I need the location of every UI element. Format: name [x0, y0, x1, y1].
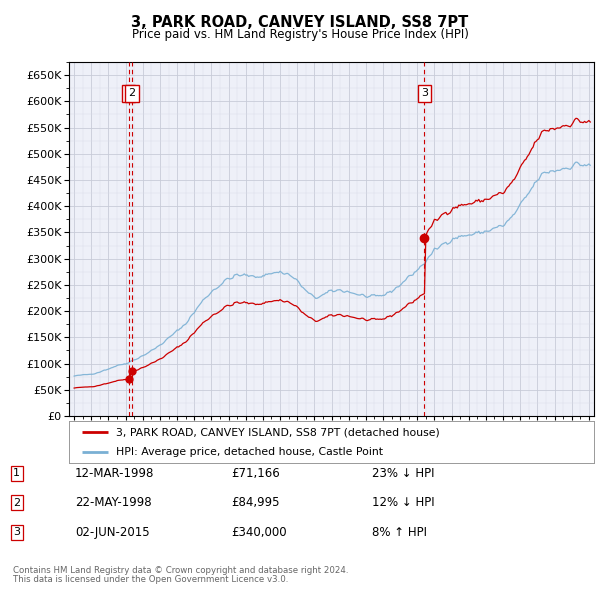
Text: 3: 3	[421, 88, 428, 99]
Text: £71,166: £71,166	[231, 467, 280, 480]
Text: 3, PARK ROAD, CANVEY ISLAND, SS8 7PT (detached house): 3, PARK ROAD, CANVEY ISLAND, SS8 7PT (de…	[116, 427, 440, 437]
Text: 02-JUN-2015: 02-JUN-2015	[75, 526, 149, 539]
Text: This data is licensed under the Open Government Licence v3.0.: This data is licensed under the Open Gov…	[13, 575, 289, 584]
Text: 2: 2	[128, 88, 136, 99]
Text: 2: 2	[13, 498, 20, 507]
Text: 23% ↓ HPI: 23% ↓ HPI	[372, 467, 434, 480]
Text: 3: 3	[13, 527, 20, 537]
Text: 1: 1	[13, 468, 20, 478]
Text: Contains HM Land Registry data © Crown copyright and database right 2024.: Contains HM Land Registry data © Crown c…	[13, 566, 349, 575]
Text: 1: 1	[125, 88, 133, 99]
Text: 12-MAR-1998: 12-MAR-1998	[75, 467, 154, 480]
Text: 12% ↓ HPI: 12% ↓ HPI	[372, 496, 434, 509]
Text: £340,000: £340,000	[231, 526, 287, 539]
Text: HPI: Average price, detached house, Castle Point: HPI: Average price, detached house, Cast…	[116, 447, 383, 457]
Text: £84,995: £84,995	[231, 496, 280, 509]
Text: Price paid vs. HM Land Registry's House Price Index (HPI): Price paid vs. HM Land Registry's House …	[131, 28, 469, 41]
Text: 3, PARK ROAD, CANVEY ISLAND, SS8 7PT: 3, PARK ROAD, CANVEY ISLAND, SS8 7PT	[131, 15, 469, 30]
Text: 22-MAY-1998: 22-MAY-1998	[75, 496, 152, 509]
Text: 8% ↑ HPI: 8% ↑ HPI	[372, 526, 427, 539]
